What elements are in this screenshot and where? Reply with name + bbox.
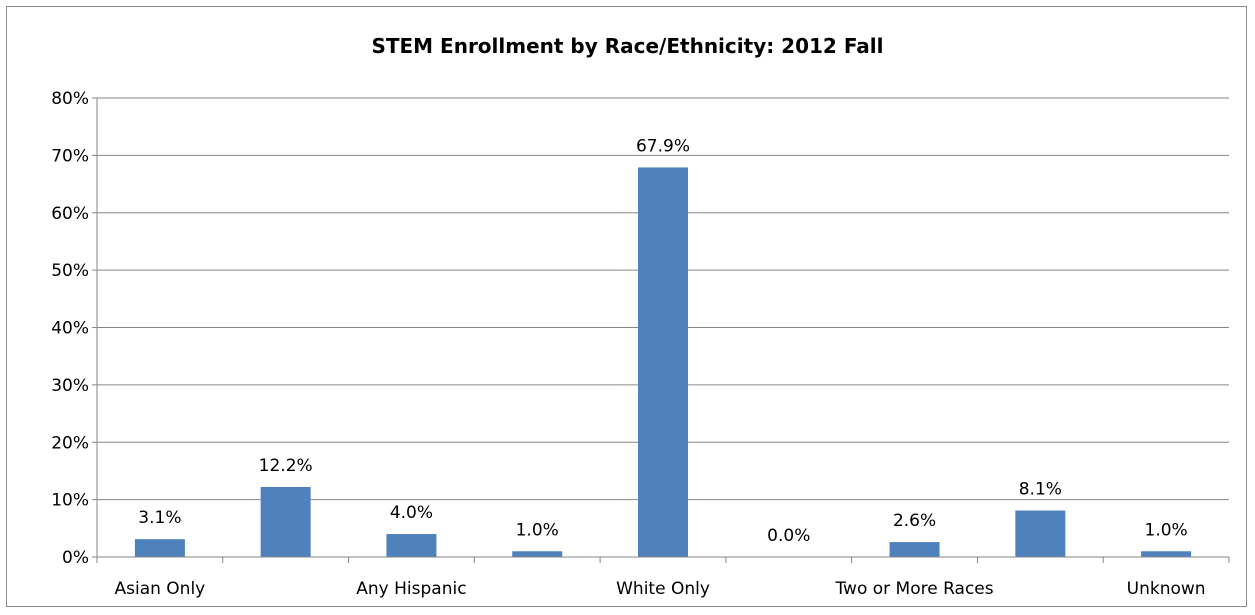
y-tick-label: 50% bbox=[51, 261, 89, 281]
bar bbox=[386, 534, 437, 557]
bar bbox=[889, 542, 940, 557]
y-tick-label: 10% bbox=[51, 491, 89, 511]
bar bbox=[134, 539, 185, 557]
data-label: 8.1% bbox=[1019, 480, 1062, 500]
data-label: 4.0% bbox=[390, 503, 433, 523]
x-tick-label: Asian Only bbox=[115, 579, 206, 599]
data-label: 1.0% bbox=[1145, 520, 1188, 540]
data-label: 1.0% bbox=[516, 520, 559, 540]
bar bbox=[1015, 510, 1066, 557]
y-tick-label: 20% bbox=[51, 433, 89, 453]
x-tick-label: Two or More Races bbox=[834, 579, 993, 599]
x-tick-label: White Only bbox=[616, 579, 710, 599]
data-label: 2.6% bbox=[893, 511, 936, 531]
y-tick-label: 80% bbox=[51, 89, 89, 109]
x-tick-label: Any Hispanic bbox=[356, 579, 466, 599]
y-tick-label: 0% bbox=[62, 548, 89, 568]
data-label: 0.0% bbox=[767, 526, 810, 546]
chart-title: STEM Enrollment by Race/Ethnicity: 2012 … bbox=[371, 34, 884, 58]
y-tick-label: 40% bbox=[51, 319, 89, 339]
data-label: 12.2% bbox=[259, 456, 313, 476]
bars bbox=[134, 167, 1192, 557]
bar bbox=[260, 487, 311, 557]
x-axis: Asian Only Any Hispanic White Only Two or M… bbox=[96, 556, 1230, 599]
data-label: 3.1% bbox=[138, 508, 181, 528]
x-tick-label: Unknown bbox=[1127, 579, 1206, 599]
bar bbox=[638, 167, 688, 557]
y-tick-label: 60% bbox=[51, 204, 89, 224]
chart-frame bbox=[6, 6, 1247, 607]
data-labels: 3.1% 12.2% 4.0% 1.0% 67.9% 0.0% 2.6% 8.1% 1.0% bbox=[138, 136, 1187, 546]
y-tick-label: 70% bbox=[51, 146, 89, 166]
y-tick-label: 30% bbox=[51, 376, 89, 396]
y-axis-ticks: 0% 10% 20% 30% 40% 50% 60% 70% 80% bbox=[51, 89, 98, 568]
bar bbox=[1141, 551, 1192, 557]
bar bbox=[512, 551, 563, 557]
data-label: 67.9% bbox=[636, 136, 690, 156]
